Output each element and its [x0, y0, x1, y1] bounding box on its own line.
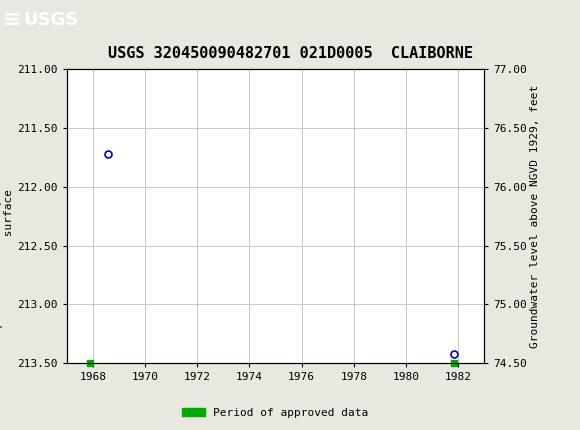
Text: ≡: ≡ — [3, 10, 21, 31]
Text: USGS 320450090482701 021D0005  CLAIBORNE: USGS 320450090482701 021D0005 CLAIBORNE — [107, 46, 473, 61]
Y-axis label: Groundwater level above NGVD 1929, feet: Groundwater level above NGVD 1929, feet — [530, 84, 540, 348]
Text: USGS: USGS — [23, 12, 78, 29]
Legend: Period of approved data: Period of approved data — [178, 404, 373, 423]
Y-axis label: Depth to water level, feet below land
 surface: Depth to water level, feet below land su… — [0, 91, 14, 341]
